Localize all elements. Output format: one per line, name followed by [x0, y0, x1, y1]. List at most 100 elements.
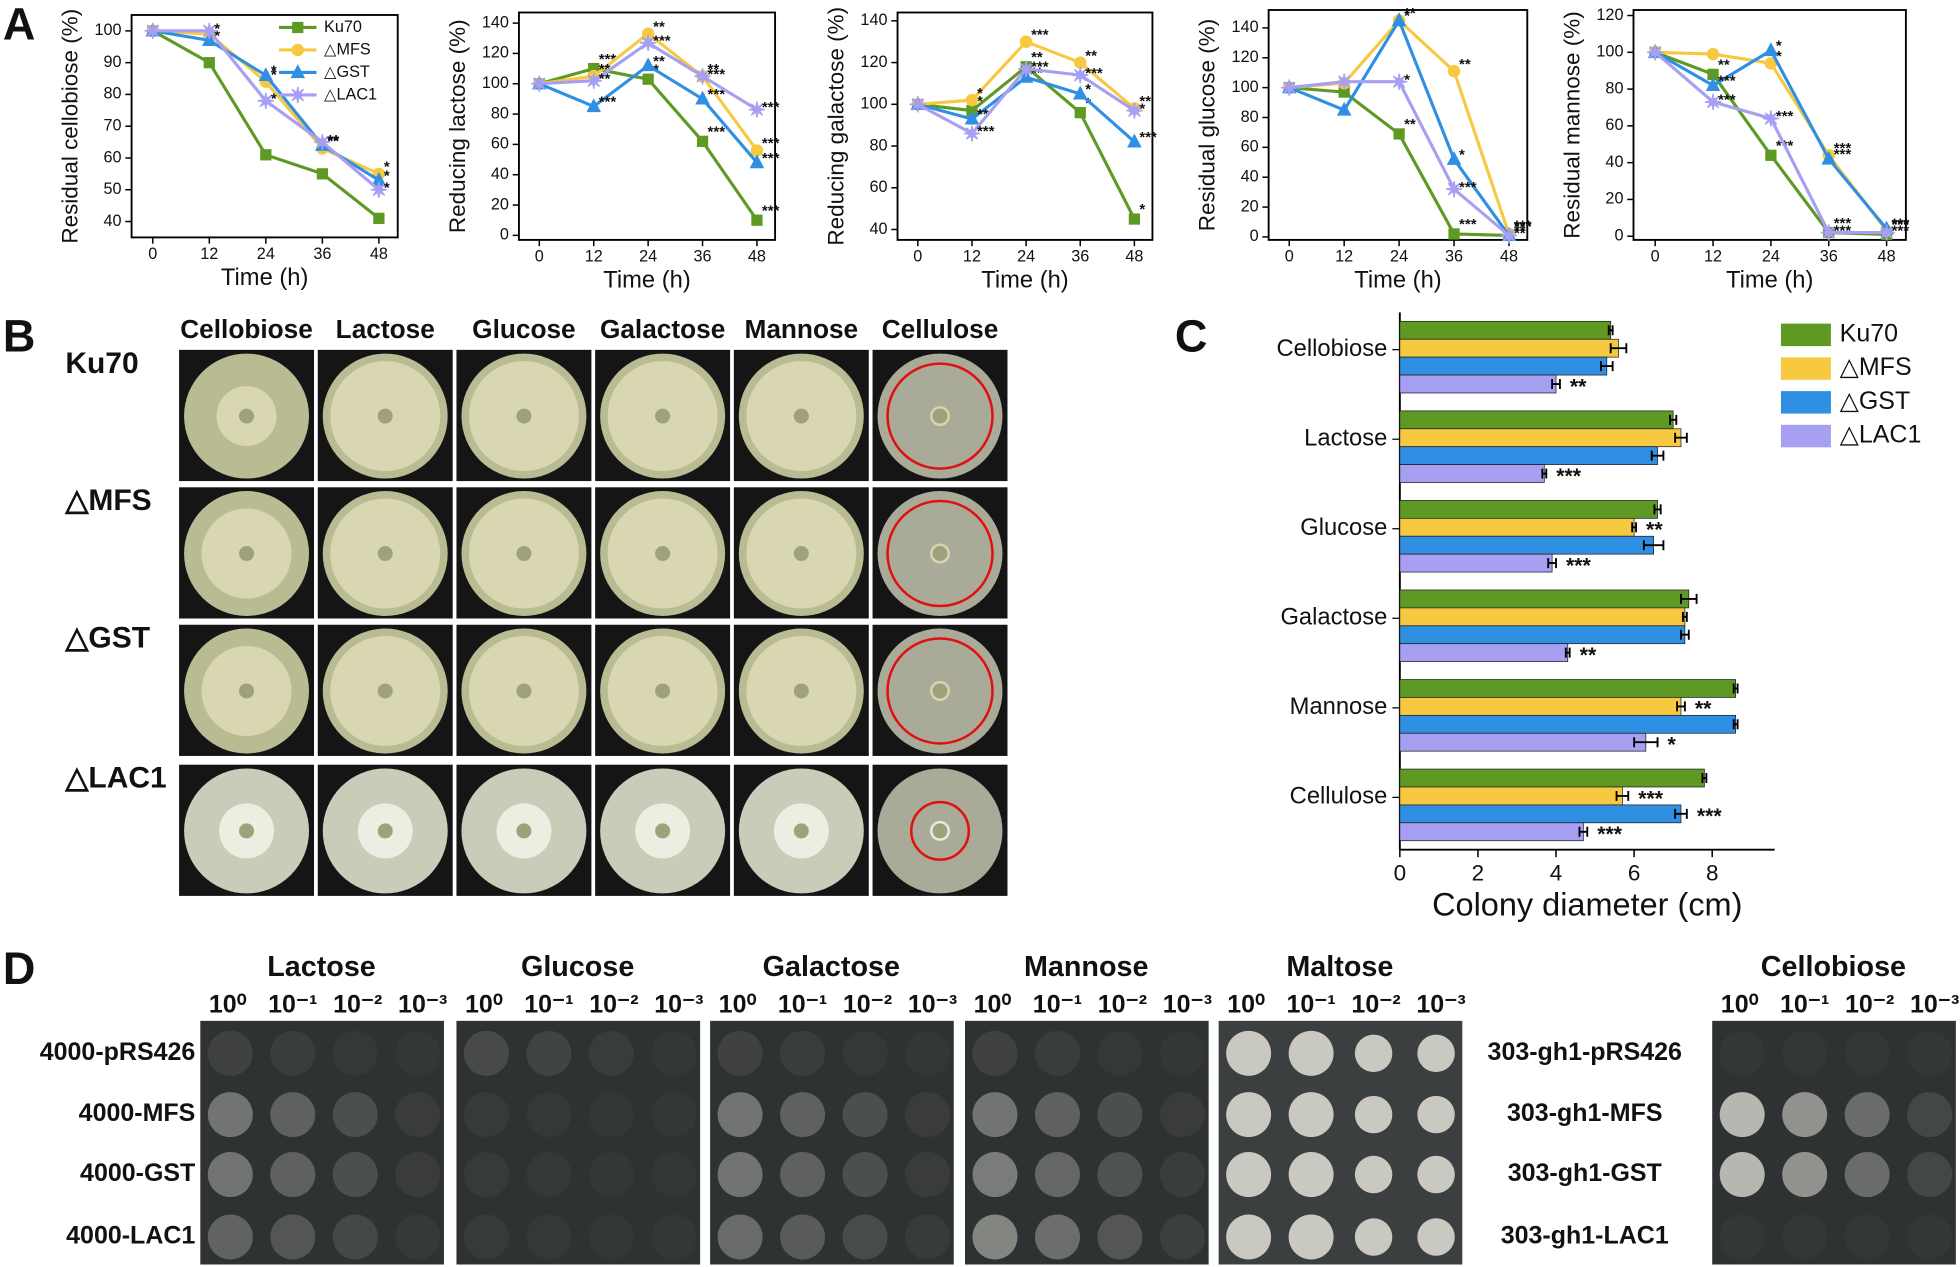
dilution-label: 10⁰: [465, 990, 503, 1018]
marker: [370, 181, 388, 199]
x-axis-title: Time (h): [1354, 267, 1441, 293]
significance: *: [384, 159, 390, 176]
marker: [642, 73, 654, 85]
y-tick-label: Cellulose: [1290, 784, 1388, 810]
marker: [1126, 102, 1143, 119]
bar: [1399, 464, 1545, 483]
marker: [531, 75, 548, 92]
error-bar: [1607, 325, 1614, 336]
spot: [1782, 1152, 1828, 1198]
significance: ***: [1892, 217, 1910, 234]
x-tick-label: 36: [1445, 248, 1463, 266]
spot: [972, 1030, 1018, 1076]
spot: [1907, 1215, 1952, 1260]
error-bar: [1681, 611, 1688, 622]
significance: *: [271, 63, 277, 80]
bar: [1399, 410, 1674, 430]
error-bar: [1633, 737, 1659, 748]
significance: ***: [977, 123, 995, 140]
significance: ***: [1139, 129, 1157, 146]
dilution-label: 10⁻³: [1163, 990, 1212, 1018]
bar: [1399, 428, 1682, 448]
y-tick-label: 120: [482, 44, 509, 62]
spot: [332, 1030, 378, 1076]
group-title: Lactose: [267, 951, 376, 983]
column-label: Cellulose: [882, 314, 999, 344]
y-tick-label: 80: [1241, 108, 1259, 126]
spot: [1159, 1152, 1205, 1198]
group-title: Glucose: [521, 951, 634, 983]
y-tick-label: 60: [869, 178, 887, 196]
significance: ***: [599, 94, 617, 111]
plot-frame: [896, 11, 1154, 241]
error-bar: [1701, 773, 1708, 784]
significance: **: [327, 132, 339, 149]
significance: **: [1031, 49, 1043, 66]
marker: [639, 34, 657, 52]
y-tick-label: 0: [500, 226, 509, 244]
marker: [696, 135, 709, 147]
column-label: Glucose: [472, 314, 575, 344]
significance: *: [384, 167, 390, 184]
dilution-label: 10⁻¹: [778, 990, 827, 1018]
marker: [1391, 12, 1407, 27]
spot: [1354, 1218, 1393, 1256]
y-tick-label: Galactose: [1280, 605, 1387, 631]
legend-marker: [292, 21, 304, 34]
colony-center: [377, 408, 393, 424]
significance: ***: [1597, 822, 1623, 846]
spot: [1845, 1215, 1890, 1260]
significance: *: [1404, 71, 1410, 88]
significance: **: [327, 132, 339, 149]
spot: [1097, 1030, 1143, 1076]
error-bar: [1650, 450, 1665, 461]
colony-center: [793, 683, 809, 699]
spot: [651, 1031, 696, 1076]
significance: ***: [762, 202, 780, 219]
significance: **: [1695, 697, 1712, 721]
legend-label: △LAC1: [1840, 421, 1922, 449]
spot: [395, 1092, 441, 1138]
y-tick-label: 80: [869, 136, 887, 154]
marker: [257, 92, 275, 110]
spot: [270, 1214, 316, 1260]
legend-marker: [291, 43, 305, 57]
bar: [1399, 607, 1686, 627]
spot: [207, 1152, 253, 1198]
plot-frame: [1267, 9, 1529, 241]
dilution-label: 10⁰: [1227, 990, 1265, 1018]
y-tick-label: 140: [482, 13, 509, 31]
y-tick-label: 100: [94, 21, 121, 39]
y-tick-label: 20: [1605, 190, 1623, 208]
legend-marker: [289, 86, 306, 104]
spot: [1226, 1030, 1272, 1076]
y-tick-label: 0: [1250, 227, 1259, 245]
significance: ***: [708, 66, 726, 83]
spot: [589, 1092, 634, 1137]
x-tick-label: 36: [694, 248, 712, 266]
error-bar: [1732, 719, 1739, 730]
colony-center: [932, 683, 948, 699]
spot-plate: [456, 1020, 701, 1265]
colony-center: [655, 683, 671, 699]
marker: [1281, 79, 1298, 96]
x-tick-label: 24: [1390, 248, 1408, 266]
y-tick-label: 80: [491, 104, 509, 122]
significance: ***: [1514, 219, 1532, 236]
error-bar: [1732, 683, 1739, 694]
y-tick-label: 60: [491, 135, 509, 153]
spot: [1417, 1095, 1455, 1134]
spot: [717, 1152, 763, 1198]
spot: [651, 1152, 696, 1197]
error-bar: [1609, 343, 1628, 354]
error-bar: [1653, 504, 1662, 515]
marker: [1445, 180, 1463, 198]
marker: [1071, 66, 1089, 84]
x-tick-label: 48: [748, 248, 766, 266]
legend-swatch: [1780, 424, 1831, 448]
spot: [1097, 1092, 1143, 1138]
panel-letter: B: [3, 311, 35, 362]
group-title: Maltose: [1286, 951, 1393, 983]
dilution-label: 10⁻¹: [524, 990, 573, 1018]
